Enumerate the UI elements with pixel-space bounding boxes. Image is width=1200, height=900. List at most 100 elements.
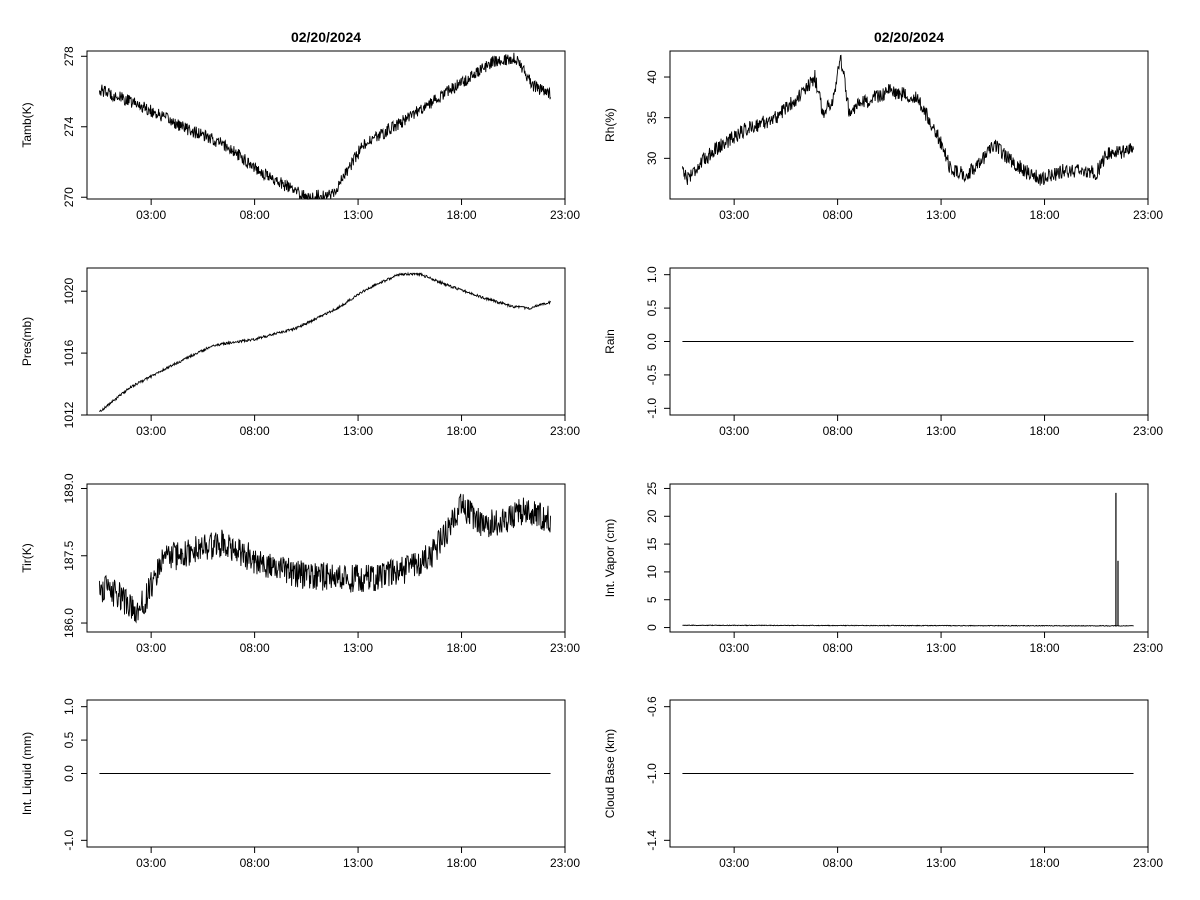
x-tick-label: 08:00	[240, 424, 270, 438]
y-tick-label: 186.0	[62, 608, 76, 638]
series-line	[681, 54, 1134, 186]
x-tick-label: 23:00	[550, 424, 580, 438]
chart-title: 02/20/2024	[291, 29, 361, 45]
y-tick-label: 40	[645, 70, 659, 84]
x-tick-label: 23:00	[550, 208, 580, 222]
plot-frame	[669, 50, 1149, 200]
y-axis-label: Cloud Base (km)	[603, 729, 617, 818]
y-tick-label: 30	[645, 151, 659, 165]
x-tick-label: 03:00	[719, 208, 749, 222]
chart-panel-2: 02/20/2024 Rh(%) 03:00 08:00 13:00 18:00 23:00…	[603, 29, 1163, 222]
chart-panel-1: 02/20/2024 Tamb(K) 03:00 08:00 13:00 18:00 23:…	[20, 29, 580, 222]
y-tick-label: 1.0	[645, 266, 659, 283]
x-tick-label: 13:00	[926, 208, 956, 222]
x-tick-label: 18:00	[1030, 208, 1060, 222]
plot-frame	[86, 50, 566, 200]
y-tick-label: -1.0	[645, 398, 659, 419]
y-tick-label: 187.5	[62, 540, 76, 570]
chart-panel-6: Int. Vapor (cm) 03:00 08:00 13:00 18:00 23:00…	[603, 481, 1163, 655]
y-tick-label: 1.0	[62, 698, 76, 715]
y-tick-label: 1016	[62, 339, 76, 366]
x-tick-label: 23:00	[1133, 856, 1163, 870]
x-tick-label: 18:00	[447, 641, 477, 655]
x-tick-label: 08:00	[240, 641, 270, 655]
plot-frame	[86, 483, 566, 633]
x-tick-label: 13:00	[926, 856, 956, 870]
x-tick-label: 08:00	[240, 856, 270, 870]
y-tick-label: 5	[645, 596, 659, 603]
chart-panel-7: Int. Liquid (mm) 03:00 08:00 13:00 18:00 23:0…	[20, 698, 580, 870]
x-tick-label: 03:00	[136, 424, 166, 438]
y-axis-label: Rain	[603, 329, 617, 354]
x-tick-label: 13:00	[343, 208, 373, 222]
y-tick-label: 20	[645, 509, 659, 523]
x-tick-label: 13:00	[343, 641, 373, 655]
x-tick-label: 13:00	[343, 856, 373, 870]
series-line	[98, 493, 551, 624]
x-tick-label: 08:00	[823, 208, 853, 222]
x-tick-label: 08:00	[823, 424, 853, 438]
series-line	[99, 271, 551, 412]
x-tick-label: 18:00	[1030, 856, 1060, 870]
y-tick-label: -1.4	[645, 830, 659, 851]
x-tick-label: 23:00	[1133, 424, 1163, 438]
plot-frame	[86, 267, 566, 416]
y-tick-label: -0.5	[645, 364, 659, 385]
x-tick-label: 23:00	[550, 856, 580, 870]
y-tick-label: 0.0	[62, 765, 76, 782]
x-tick-label: 23:00	[1133, 641, 1163, 655]
x-tick-label: 18:00	[447, 424, 477, 438]
x-tick-label: 03:00	[719, 641, 749, 655]
x-tick-label: 13:00	[343, 424, 373, 438]
x-tick-label: 03:00	[719, 424, 749, 438]
x-tick-label: 03:00	[136, 856, 166, 870]
chart-panel-3: Pres(mb) 03:00 08:00 13:00 18:00 23:00 1012 101…	[20, 267, 580, 438]
y-tick-label: 270	[62, 187, 76, 207]
series-line	[98, 52, 551, 200]
y-tick-label: 1012	[62, 401, 76, 428]
y-tick-label: 0.0	[645, 333, 659, 350]
x-tick-label: 18:00	[1030, 424, 1060, 438]
x-tick-label: 18:00	[1030, 641, 1060, 655]
y-axis-label: Int. Vapor (cm)	[603, 519, 617, 597]
x-tick-label: 08:00	[823, 641, 853, 655]
x-tick-label: 23:00	[550, 641, 580, 655]
y-tick-label: 0	[645, 624, 659, 631]
x-tick-label: 18:00	[447, 208, 477, 222]
y-tick-label: 15	[645, 537, 659, 551]
y-axis-label: Tamb(K)	[20, 102, 34, 147]
x-tick-label: 18:00	[447, 856, 477, 870]
y-tick-label: 25	[645, 481, 659, 495]
chart-title: 02/20/2024	[874, 29, 944, 45]
y-tick-label: -1.0	[645, 763, 659, 784]
y-axis-label: Rh(%)	[603, 108, 617, 142]
y-axis-label: Pres(mb)	[20, 317, 34, 366]
plot-frame	[669, 483, 1149, 633]
y-tick-label: -1.0	[62, 830, 76, 851]
chart-panel-8: Cloud Base (km) 03:00 08:00 13:00 18:00 23:00…	[603, 696, 1163, 870]
y-axis-label: Int. Liquid (mm)	[20, 732, 34, 815]
chart-panel-4: Rain 03:00 08:00 13:00 18:00 23:00 -1.0 -0.5 0.0…	[603, 266, 1163, 438]
x-tick-label: 23:00	[1133, 208, 1163, 222]
x-tick-label: 08:00	[823, 856, 853, 870]
x-tick-label: 03:00	[136, 641, 166, 655]
x-tick-label: 08:00	[240, 208, 270, 222]
x-tick-label: 13:00	[926, 424, 956, 438]
y-tick-label: 35	[645, 111, 659, 125]
y-tick-label: 0.5	[645, 299, 659, 316]
x-tick-label: 03:00	[136, 208, 166, 222]
y-tick-label: 0.5	[62, 731, 76, 748]
chart-panel-5: Tir(K) 03:00 08:00 13:00 18:00 23:00 186.0 187.…	[20, 473, 580, 655]
y-tick-label: 278	[62, 46, 76, 66]
series-line	[682, 624, 1134, 627]
y-axis-label: Tir(K)	[20, 543, 34, 573]
y-tick-label: 274	[62, 116, 76, 136]
y-tick-label: 10	[645, 565, 659, 579]
y-tick-label: 1020	[62, 278, 76, 305]
x-tick-label: 13:00	[926, 641, 956, 655]
y-tick-label: 189.0	[62, 473, 76, 503]
x-tick-label: 03:00	[719, 856, 749, 870]
y-tick-label: -0.6	[645, 696, 659, 717]
